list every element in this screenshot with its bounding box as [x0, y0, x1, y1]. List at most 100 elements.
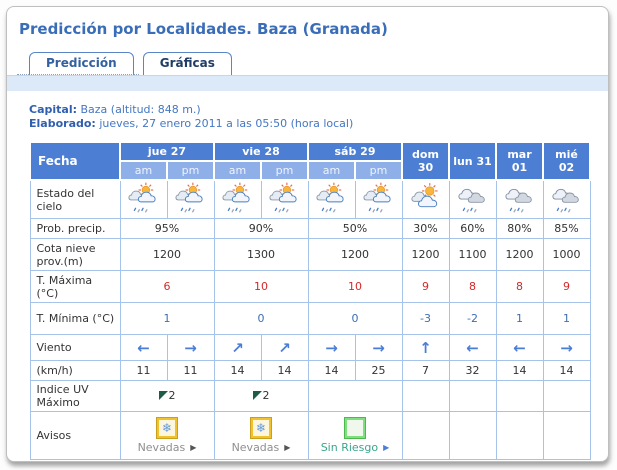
aviso-link-1[interactable]: ❄ Nevadas ▶: [217, 417, 306, 454]
value-cell-tmin: 0: [213, 302, 309, 335]
uv-cell: [307, 380, 403, 412]
sky-cell: [213, 179, 262, 219]
value-cell-prob: 95%: [119, 218, 215, 239]
value-cell-tmax: 8: [448, 270, 497, 303]
value-cell-kmh: 14: [260, 360, 309, 381]
expand-arrow-icon: ▶: [284, 443, 291, 452]
value-cell-cota: 1000: [542, 238, 591, 271]
cloud-sleet-icon: [504, 188, 532, 213]
aviso-cell: ❄ Nevadas ▶: [213, 411, 309, 460]
page-title: Predicción por Localidades. Baza (Granad…: [19, 20, 388, 38]
content-panel: Predicción por Localidades. Baza (Granad…: [6, 6, 609, 462]
value-cell-tmax: 9: [401, 270, 450, 303]
forecast-table-body: Estado del cielo Prob. precip. 95% 90% 50% 30…: [29, 179, 591, 460]
am-header-0: am: [119, 160, 168, 181]
uv-cell: 2: [213, 380, 309, 412]
value-cell-cota: 1100: [448, 238, 497, 271]
aviso-text: Nevadas: [137, 441, 186, 454]
value-cell-kmh: 14: [307, 360, 356, 381]
fecha-header: Fecha: [29, 141, 121, 181]
sky-cell: [448, 179, 497, 219]
wind-arrow-icon: ↗: [231, 338, 244, 357]
value-cell-prob: 90%: [213, 218, 309, 239]
wind-cell: →: [354, 334, 403, 361]
day-header-3: dom 30: [401, 141, 450, 181]
pm-header-1: pm: [260, 160, 309, 181]
value-cell-kmh: 11: [119, 360, 168, 381]
value-cell-prob: 60%: [448, 218, 497, 239]
uv-cell: 2: [119, 380, 215, 412]
value-cell-tmax: 10: [213, 270, 309, 303]
value-cell-tmax: 10: [307, 270, 403, 303]
cloud-sleet-icon: [551, 188, 579, 213]
wind-cell: ↗: [213, 334, 262, 361]
forecast-table: Fecha jue 27 vie 28 sáb 29 dom 30 lun 31 mar 0…: [29, 141, 591, 460]
pm-header-2: pm: [354, 160, 403, 181]
row-label-tmax: T. Máxima (°C): [29, 270, 121, 303]
wind-arrow-icon: ←: [513, 338, 526, 357]
sun-cloud-sleet-icon: [315, 182, 344, 213]
value-cell-kmh: 25: [354, 360, 403, 381]
wind-cell: →: [542, 334, 591, 361]
value-cell-prob: 80%: [495, 218, 544, 239]
value-cell-tmax: 6: [119, 270, 215, 303]
am-header-2: am: [307, 160, 356, 181]
uv-value: 2: [262, 389, 270, 402]
tab-prediccion[interactable]: Predicción: [29, 52, 134, 75]
aviso-link-2[interactable]: Sin Riesgo ▶: [311, 417, 400, 454]
wind-arrow-icon: →: [325, 338, 338, 357]
uv-cell: [448, 380, 497, 412]
value-cell-tmin: 1: [119, 302, 215, 335]
aviso-cell-empty: [542, 411, 591, 460]
wind-cell: ←: [495, 334, 544, 361]
wind-cell: →: [166, 334, 215, 361]
cloud-sleet-icon: [457, 188, 485, 213]
uv-cell: [401, 380, 450, 412]
row-label-prob: Prob. precip.: [29, 218, 121, 239]
day-header-2: sáb 29: [307, 141, 403, 162]
value-cell-kmh: 14: [213, 360, 262, 381]
sky-cell: [260, 179, 309, 219]
value-cell-tmin: 0: [307, 302, 403, 335]
expand-arrow-icon: ▶: [190, 443, 197, 452]
wind-cell: ↑: [401, 334, 450, 361]
value-cell-tmin: -2: [448, 302, 497, 335]
uv-cell: [542, 380, 591, 412]
expand-arrow-icon: ▶: [383, 443, 390, 452]
value-cell-kmh: 32: [448, 360, 497, 381]
aviso-cell: Sin Riesgo ▶: [307, 411, 403, 460]
sky-cell: [542, 179, 591, 219]
sun-cloud-sleet-icon: [174, 182, 203, 213]
capital-label: Capital:: [29, 103, 77, 116]
snow-warning-icon: ❄: [156, 417, 178, 439]
uv-value: 2: [168, 389, 176, 402]
sun-cloud-sleet-icon: [268, 182, 297, 213]
forecast-table-head: Fecha jue 27 vie 28 sáb 29 dom 30 lun 31 mar 0…: [29, 141, 591, 181]
aviso-link-0[interactable]: ❄ Nevadas ▶: [123, 417, 212, 454]
value-cell-cota: 1300: [213, 238, 309, 271]
sun-cloud-sleet-icon: [127, 182, 156, 213]
elaborado-value: jueves, 27 enero 2011 a las 05:50 (hora …: [95, 117, 354, 130]
value-cell-kmh: 14: [542, 360, 591, 381]
elaborado-label: Elaborado:: [29, 117, 96, 130]
elaborado-line: Elaborado: jueves, 27 enero 2011 a las 0…: [29, 117, 608, 131]
uv-index-icon: [252, 391, 262, 400]
value-cell-tmin: 1: [542, 302, 591, 335]
tab-underline-strip: [7, 75, 608, 91]
value-cell-tmax: 9: [542, 270, 591, 303]
wind-arrow-icon: →: [372, 338, 385, 357]
aviso-cell-empty: [401, 411, 450, 460]
wind-cell: ↗: [260, 334, 309, 361]
wind-arrow-icon: →: [560, 338, 573, 357]
sky-cell: [307, 179, 356, 219]
value-cell-tmax: 8: [495, 270, 544, 303]
sky-cell: [119, 179, 168, 219]
sky-cell: [354, 179, 403, 219]
tab-graficas[interactable]: Gráficas: [142, 52, 232, 75]
day-header-0: jue 27: [119, 141, 215, 162]
no-risk-icon: [344, 417, 366, 439]
value-cell-kmh: 7: [401, 360, 450, 381]
aviso-text: Sin Riesgo: [320, 441, 379, 454]
capital-line: Capital: Baza (altitud: 848 m.): [29, 103, 608, 117]
sun-cloud-sleet-icon: [362, 182, 391, 213]
